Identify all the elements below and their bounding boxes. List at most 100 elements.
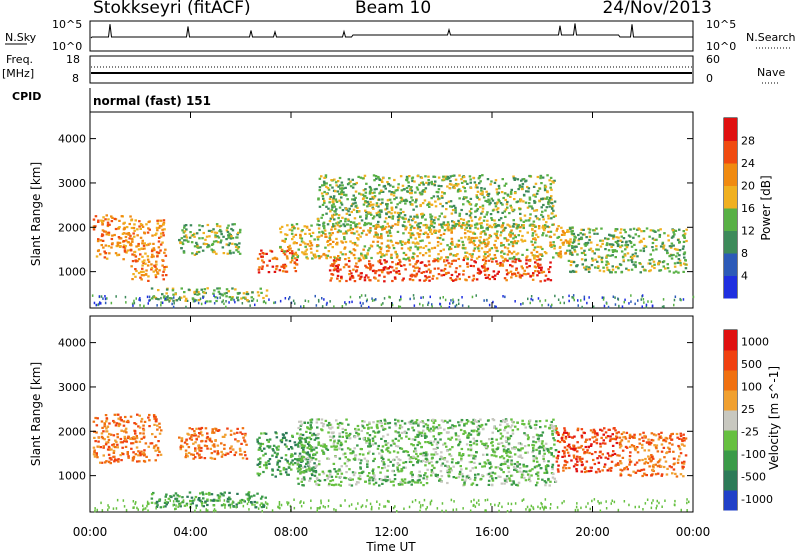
- data-cell: [219, 230, 223, 233]
- data-cell: [446, 259, 449, 262]
- data-cell: [335, 237, 338, 240]
- data-cell: [400, 468, 403, 471]
- data-cell: [488, 475, 492, 478]
- data-cell: [378, 192, 381, 195]
- data-cell: [158, 498, 162, 501]
- data-cell: [247, 494, 250, 497]
- data-cell: [467, 420, 470, 423]
- ground-scatter-cell: [483, 299, 485, 302]
- data-cell: [416, 175, 420, 178]
- data-cell: [437, 253, 440, 256]
- data-cell: [354, 190, 358, 193]
- data-cell: [642, 268, 646, 271]
- data-cell: [386, 422, 390, 425]
- data-cell: [392, 247, 396, 250]
- data-cell: [473, 232, 477, 235]
- data-cell: [373, 235, 376, 238]
- data-cell: [257, 448, 261, 451]
- ground-scatter-cell: [192, 299, 195, 303]
- data-cell: [250, 495, 253, 498]
- data-cell: [284, 458, 288, 461]
- data-cell: [401, 483, 404, 486]
- data-cell: [398, 435, 401, 438]
- data-cell: [335, 475, 338, 478]
- data-cell: [396, 463, 400, 466]
- data-cell: [100, 435, 104, 438]
- data-cell: [475, 183, 478, 187]
- data-cell: [110, 458, 113, 461]
- data-cell: [332, 223, 335, 226]
- data-cell: [236, 247, 240, 250]
- data-cell: [543, 471, 546, 474]
- data-cell: [482, 240, 486, 243]
- data-cell: [479, 232, 482, 235]
- data-cell: [113, 460, 116, 463]
- data-cell: [578, 237, 581, 240]
- data-cell: [161, 231, 165, 234]
- data-cell: [377, 269, 381, 272]
- data-cell: [440, 475, 444, 478]
- data-cell: [475, 483, 479, 487]
- data-cell: [108, 252, 111, 255]
- data-cell: [351, 478, 354, 481]
- data-cell: [412, 444, 415, 447]
- data-cell: [158, 236, 161, 239]
- data-cell: [593, 252, 596, 255]
- data-cell: [200, 426, 204, 430]
- freq-panel: Freq. [MHz] 18 8 60 0 Nave: [2, 53, 785, 85]
- data-cell: [631, 257, 634, 260]
- data-cell: [548, 205, 551, 208]
- ground-scatter-cell: [603, 304, 606, 308]
- data-cell: [354, 265, 357, 268]
- data-cell: [188, 427, 191, 430]
- data-cell: [337, 255, 340, 258]
- data-cell: [142, 429, 145, 432]
- data-cell: [503, 479, 507, 482]
- data-cell: [268, 445, 272, 448]
- ground-scatter-cell: [131, 302, 134, 305]
- data-cell: [394, 223, 397, 226]
- data-cell: [368, 421, 371, 424]
- data-cell: [415, 205, 418, 208]
- data-cell: [386, 433, 390, 436]
- data-cell: [150, 266, 154, 269]
- data-cell: [318, 189, 321, 192]
- data-cell: [115, 459, 119, 462]
- data-cell: [460, 208, 463, 212]
- data-cell: [457, 183, 460, 186]
- data-cell: [223, 292, 226, 295]
- data-cell: [334, 260, 338, 263]
- data-cell: [225, 452, 228, 455]
- data-cell: [332, 264, 335, 267]
- data-cell: [333, 178, 336, 181]
- data-cell: [237, 231, 240, 234]
- data-cell: [273, 451, 277, 454]
- data-cell: [352, 221, 356, 224]
- data-cell: [429, 213, 432, 216]
- data-cell: [491, 471, 494, 474]
- data-cell: [316, 238, 320, 241]
- data-cell: [360, 232, 364, 235]
- data-cell: [539, 266, 542, 269]
- data-cell: [585, 236, 588, 239]
- data-cell: [128, 222, 131, 226]
- data-cell: [526, 231, 529, 234]
- data-cell: [380, 210, 383, 213]
- data-cell: [152, 249, 155, 252]
- data-cell: [325, 193, 328, 196]
- data-cell: [447, 437, 450, 440]
- data-cell: [672, 244, 675, 247]
- data-cell: [619, 231, 622, 234]
- data-cell: [137, 454, 140, 457]
- data-cell: [124, 235, 128, 239]
- data-cell: [154, 444, 158, 447]
- data-cell: [136, 234, 139, 237]
- data-cell: [308, 447, 312, 450]
- data-cell: [154, 276, 158, 279]
- data-cell: [276, 463, 279, 466]
- data-cell: [523, 269, 526, 272]
- data-cell: [329, 195, 332, 198]
- data-cell: [502, 244, 505, 247]
- data-cell: [157, 298, 160, 301]
- data-cell: [614, 240, 618, 244]
